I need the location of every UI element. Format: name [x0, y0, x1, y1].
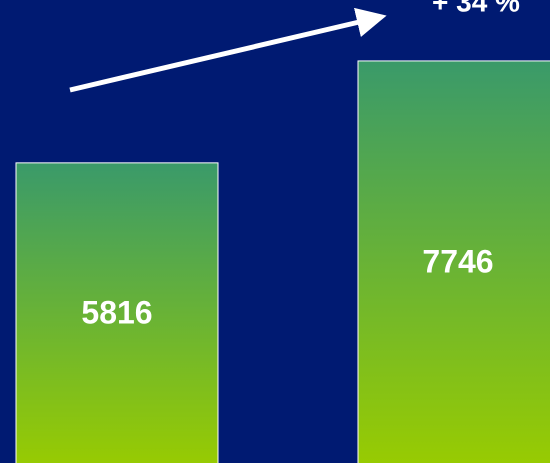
value-label: 7746: [422, 243, 493, 279]
annotation: + 34 %: [432, 0, 520, 17]
bar: [357, 60, 550, 463]
value-label: 5816: [81, 294, 152, 330]
bar: [15, 162, 219, 463]
trend-arrow: [69, 7, 387, 93]
